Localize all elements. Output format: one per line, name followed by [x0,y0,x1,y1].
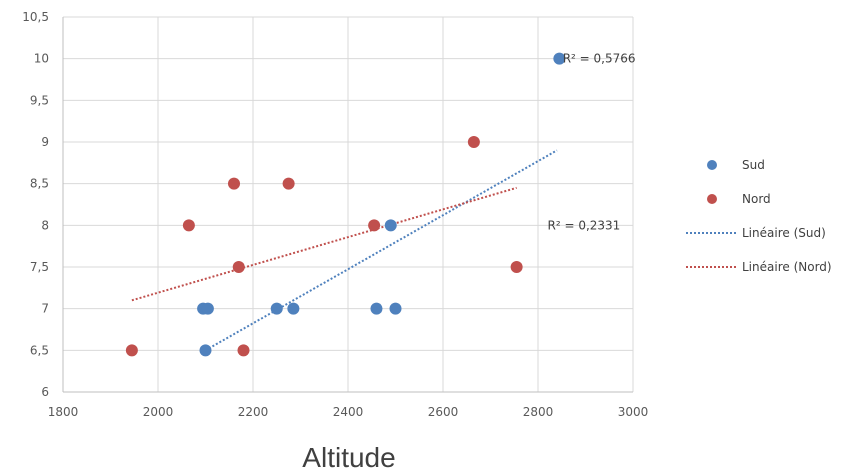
trendline-layer [131,149,558,352]
r-squared-label-nord: R² = 0,2331 [548,218,621,232]
y-tick-label: 7,5 [30,260,49,274]
trendline-sud [205,149,558,352]
label-layer: R² = 0,5766 R² = 0,2331 [548,52,636,233]
y-tick-label: 9 [41,135,49,149]
data-point-nord [125,344,138,357]
y-tick-label: 8,5 [30,177,49,191]
data-point-nord [282,177,295,190]
x-tick-label: 3000 [618,405,649,419]
legend-label-trend-sud: Linéaire (Sud) [742,226,826,240]
data-point-nord [182,219,195,232]
data-point-sud [370,302,383,315]
x-tick-label: 2800 [523,405,554,419]
x-tick-label: 2600 [428,405,459,419]
x-tick-label: 1800 [48,405,79,419]
r-squared-label-sud: R² = 0,5766 [563,52,636,66]
data-point-nord [228,177,240,190]
grid-layer [63,16,634,393]
legend-marker-sud [707,160,717,170]
trendline-nord [131,186,517,302]
y-tick-label: 9,5 [30,93,49,107]
legend: Sud Nord Linéaire (Sud) Linéaire (Nord) [686,158,832,274]
axis-layer: 6 6,5 7 7,5 8 8,5 9 9,5 10 10,5 1800 2000 2200 2400 26… [22,10,648,419]
y-tick-label: 10,5 [22,10,49,24]
y-tick-label: 6 [41,385,49,399]
data-point-sud [201,302,214,315]
data-point-nord [232,261,245,273]
data-point-sud [553,52,566,65]
y-tick-label: 8 [41,218,49,232]
data-point-sud [389,302,402,315]
legend-label-trend-nord: Linéaire (Nord) [742,260,832,274]
point-layer [125,52,566,357]
x-axis-title: Altitude [302,442,395,473]
x-tick-label: 2200 [238,405,269,419]
data-point-nord [368,219,381,232]
x-tick-label: 2400 [333,405,364,419]
legend-label-nord: Nord [742,192,771,206]
data-point-nord [467,136,480,148]
y-tick-label: 10 [34,52,49,66]
data-point-sud [199,344,212,357]
data-point-sud [270,302,283,315]
legend-label-sud: Sud [742,158,765,172]
legend-marker-nord [707,194,717,204]
data-point-nord [510,261,523,273]
data-point-nord [237,344,250,357]
data-point-sud [384,219,397,232]
x-tick-label: 2000 [143,405,174,419]
data-point-sud [287,302,300,315]
y-tick-label: 7 [41,302,49,316]
y-tick-label: 6,5 [30,343,49,357]
